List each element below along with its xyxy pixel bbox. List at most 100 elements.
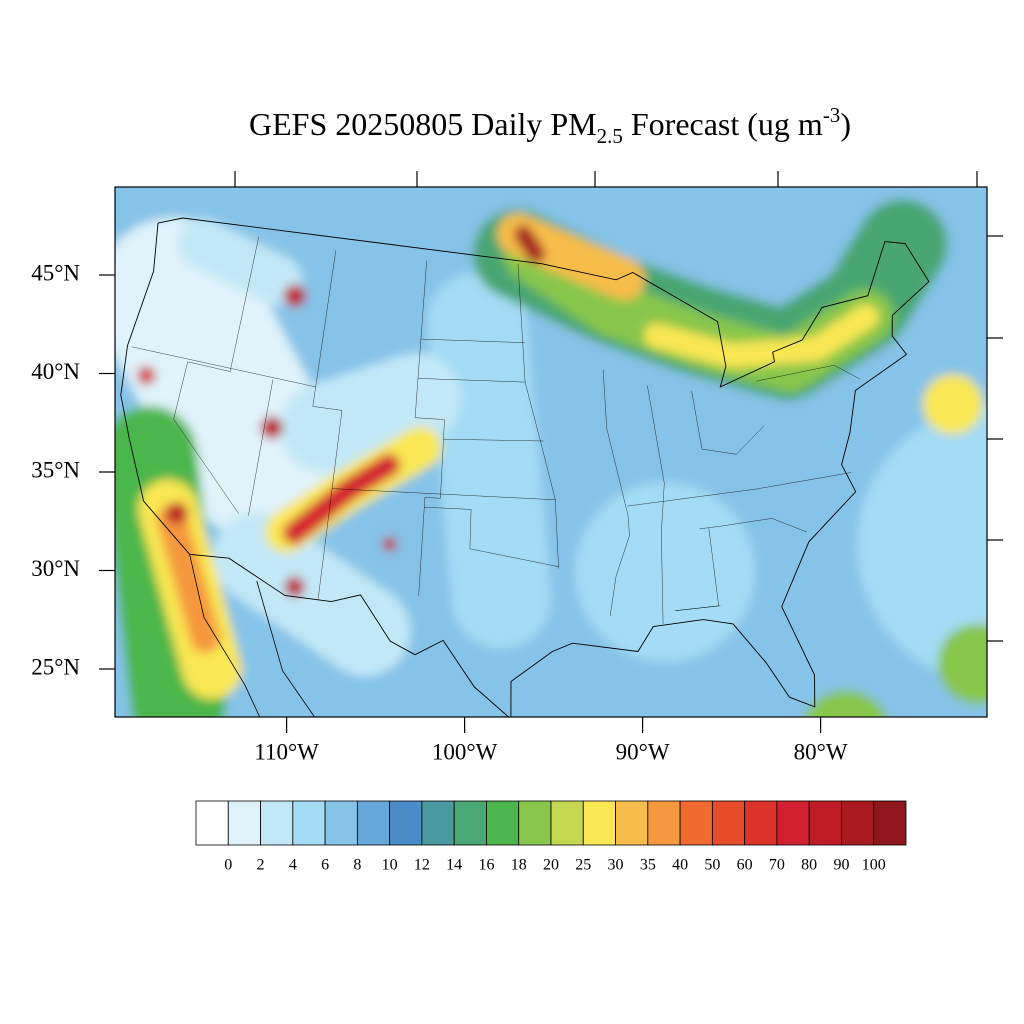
lat-tick-label: 45°N — [31, 260, 80, 285]
field-band — [283, 454, 400, 545]
colorbar-label: 35 — [640, 857, 656, 874]
field-band — [279, 353, 462, 473]
lat-tick-label: 30°N — [31, 556, 80, 581]
field-band — [157, 505, 221, 653]
field-band — [178, 218, 302, 306]
state-boundary — [414, 260, 445, 596]
colorbar-label: 100 — [862, 857, 886, 874]
colorbar-label: 50 — [704, 857, 720, 874]
colorbar-label: 30 — [608, 857, 624, 874]
colorbar-box — [615, 800, 649, 846]
colorbar-label: 2 — [257, 857, 265, 874]
state-boundary — [443, 438, 544, 442]
colorbar-box — [195, 800, 229, 846]
field-patch — [137, 366, 156, 385]
colorbar-box — [260, 800, 294, 846]
colorbar-label: 6 — [321, 857, 329, 874]
colorbar-label: 8 — [353, 857, 361, 874]
field-patch — [856, 405, 987, 685]
lon-tick-label: 80°W — [794, 739, 848, 764]
field-patch — [922, 374, 983, 435]
field-patch — [283, 284, 306, 307]
colorbar-box — [744, 800, 778, 846]
colorbar-label: 90 — [833, 857, 849, 874]
lat-tick-label: 25°N — [31, 654, 80, 679]
state-boundary — [699, 518, 808, 533]
field-band — [212, 512, 411, 676]
colorbar-box — [647, 800, 681, 846]
lat-tick-label: 35°N — [31, 457, 80, 482]
colorbar-box — [227, 800, 261, 846]
state-boundary — [691, 390, 765, 455]
colorbar-label: 60 — [737, 857, 753, 874]
colorbar-box — [453, 800, 487, 846]
state-boundary — [248, 379, 274, 516]
state-boundary — [173, 236, 260, 515]
pm25-field — [115, 187, 987, 717]
state-boundary — [424, 506, 559, 567]
field-patch — [575, 482, 756, 663]
lon-tick-label: 90°W — [616, 739, 670, 764]
colorbar-box — [711, 800, 746, 846]
colorbar-box — [550, 800, 584, 846]
state-boundary — [332, 488, 556, 501]
field-band — [514, 225, 546, 263]
state-boundary — [647, 385, 665, 624]
state-boundary — [312, 250, 343, 601]
colorbar-box — [389, 800, 423, 846]
colorbar-box — [841, 800, 875, 846]
map-frame — [114, 186, 988, 718]
colorbar-label: 20 — [543, 857, 559, 874]
boundaries — [120, 217, 930, 717]
colorbar-label: 80 — [801, 857, 817, 874]
colorbar-label: 4 — [289, 857, 297, 874]
field-band — [427, 272, 552, 649]
lon-tick-label: 110°W — [254, 739, 319, 764]
state-boundary — [417, 378, 526, 383]
country-outline — [120, 217, 930, 717]
colorbar-label: 0 — [224, 857, 232, 874]
frame-ticks — [234, 171, 1003, 642]
title-text: ) — [840, 106, 851, 142]
colorbar-box — [324, 800, 358, 846]
colorbar-box — [518, 800, 552, 846]
gulf-coast — [256, 580, 316, 717]
state-boundary — [627, 472, 852, 507]
field-patch — [382, 537, 397, 552]
colorbar-label: 25 — [575, 857, 591, 874]
state-boundary — [420, 338, 525, 343]
colorbar-box — [486, 800, 520, 846]
colorbar-box — [582, 800, 616, 846]
colorbar-box — [421, 800, 455, 846]
title: GEFS 20250805 Daily PM2.5 Forecast (ug m… — [249, 103, 851, 148]
colorbar-box — [679, 800, 713, 846]
colorbar-label: 12 — [414, 857, 430, 874]
state-boundary — [756, 364, 861, 382]
colorbar-box — [356, 800, 391, 846]
field-patch — [284, 576, 305, 597]
field-patch — [937, 623, 987, 704]
state-boundary — [602, 369, 630, 616]
state-boundary — [675, 527, 721, 611]
colorbar-box — [292, 800, 326, 846]
colorbar-label: 18 — [511, 857, 527, 874]
colorbar-label: 10 — [382, 857, 398, 874]
mexico-coast — [189, 554, 261, 717]
colorbar-label: 14 — [446, 857, 462, 874]
colorbar-label: 70 — [769, 857, 785, 874]
field-band — [115, 217, 339, 538]
title-subscript: 2.5 — [597, 124, 623, 148]
lat-tick-label: 40°N — [31, 359, 80, 384]
colorbar-box — [873, 800, 907, 846]
field-patch — [804, 690, 887, 717]
field-patch — [165, 502, 188, 525]
title-text: GEFS 20250805 Daily PM — [249, 106, 597, 142]
lon-tick-label: 100°W — [432, 739, 498, 764]
state-boundary — [131, 346, 316, 388]
colorbar-label: 16 — [478, 857, 494, 874]
colorbar: 0 2 4 6 8 10 12 14 16 18 20 25 30 35 40 50 60 70 80 90 100 — [195, 800, 907, 874]
colorbar-box — [776, 800, 810, 846]
title-text: Forecast (ug m — [623, 106, 823, 142]
colorbar-box — [808, 800, 842, 846]
colorbar-label: 40 — [672, 857, 688, 874]
